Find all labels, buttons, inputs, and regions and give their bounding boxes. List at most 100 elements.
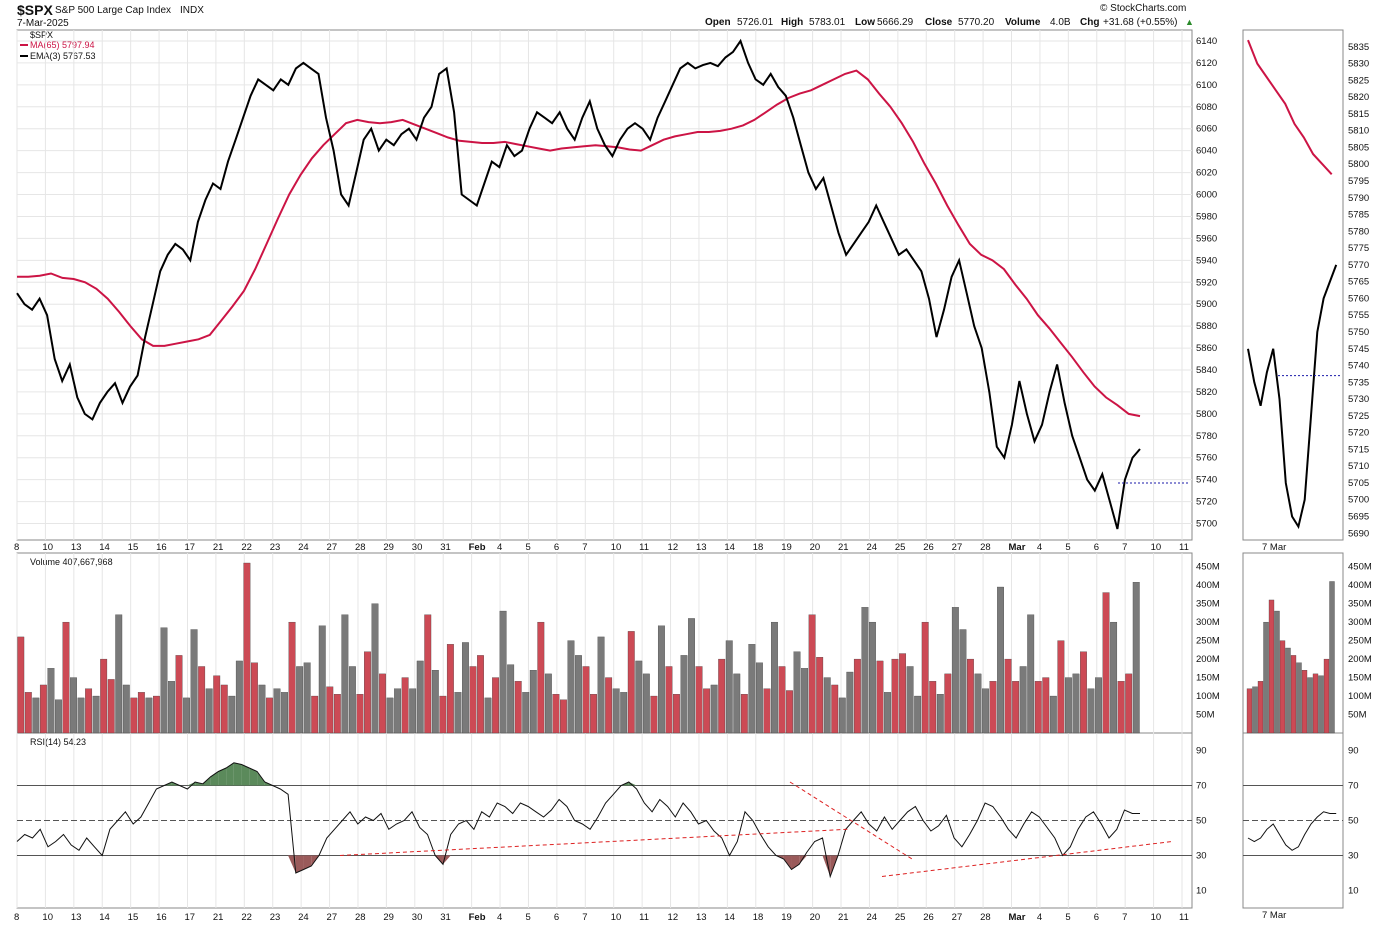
side-volume-tick-label: 100M bbox=[1348, 691, 1372, 702]
volume-bar bbox=[469, 666, 477, 734]
chg-label: Chg bbox=[1080, 17, 1099, 28]
price-tick-label: 6140 bbox=[1196, 36, 1217, 47]
volume-bar bbox=[906, 666, 914, 734]
volume-bar bbox=[416, 660, 424, 734]
volume-bar bbox=[522, 692, 530, 734]
price-tick-label: 5940 bbox=[1196, 255, 1217, 266]
rsi-oversold-fill bbox=[822, 855, 831, 877]
x-tick-label: 27 bbox=[952, 912, 963, 923]
price-tick-label: 6000 bbox=[1196, 190, 1217, 201]
price-tick-label: 5700 bbox=[1196, 519, 1217, 530]
x-tick-label: Mar bbox=[1009, 542, 1026, 553]
volume-bar bbox=[778, 666, 786, 734]
x-tick-label: 21 bbox=[213, 912, 224, 923]
x-tick-label: 13 bbox=[71, 912, 82, 923]
volume-bar bbox=[1027, 614, 1035, 734]
rsi-tick-label: 30 bbox=[1196, 851, 1207, 862]
volume-bar bbox=[130, 697, 138, 734]
volume-bar bbox=[982, 688, 989, 734]
volume-bar bbox=[409, 688, 417, 734]
price-tick-label: 6040 bbox=[1196, 146, 1217, 157]
volume-bar bbox=[718, 658, 726, 734]
x-tick-label: 13 bbox=[71, 542, 82, 553]
x-tick-label: 16 bbox=[156, 912, 167, 923]
chart-date: 7-Mar-2025 bbox=[17, 18, 69, 29]
volume-bar bbox=[499, 610, 507, 734]
x-tick-label: 30 bbox=[412, 542, 423, 553]
x-tick-label: 17 bbox=[184, 542, 195, 553]
legend-symbol: $SPX bbox=[30, 30, 53, 40]
x-tick-label: 18 bbox=[753, 912, 764, 923]
volume-bar bbox=[816, 657, 824, 734]
volume-bar bbox=[552, 694, 560, 734]
volume-bar bbox=[1087, 688, 1095, 734]
side-volume-tick-label: 250M bbox=[1348, 636, 1372, 647]
volume-bar bbox=[612, 688, 620, 734]
x-tick-label: 15 bbox=[128, 542, 139, 553]
rsi-oversold-fill bbox=[295, 855, 304, 873]
side-volume-tick-label: 150M bbox=[1348, 673, 1372, 684]
volume-bar bbox=[1034, 681, 1042, 734]
volume-bar bbox=[145, 697, 153, 734]
x-tick-label: 6 bbox=[1094, 912, 1099, 923]
rsi-tick-label: 10 bbox=[1196, 886, 1207, 897]
side-price-tick-label: 5740 bbox=[1348, 361, 1369, 372]
x-tick-label: 14 bbox=[99, 912, 110, 923]
high-value: 5783.01 bbox=[809, 17, 846, 28]
price-tick-label: 6060 bbox=[1196, 124, 1217, 135]
side-volume-tick-label: 450M bbox=[1348, 562, 1372, 573]
volume-tick-label: 450M bbox=[1196, 562, 1220, 573]
volume-bar bbox=[853, 658, 861, 734]
volume-bar bbox=[944, 673, 952, 734]
volume-bar bbox=[605, 677, 613, 734]
x-tick-label: 6 bbox=[554, 912, 559, 923]
volume-bar bbox=[710, 684, 718, 734]
side-volume-bar bbox=[1257, 681, 1264, 734]
x-tick-label: 11 bbox=[1179, 542, 1189, 553]
brand-label[interactable]: © StockCharts.com bbox=[1100, 3, 1186, 14]
side-price-tick-label: 5755 bbox=[1348, 310, 1369, 321]
x-tick-label: 31 bbox=[440, 912, 451, 923]
volume-tick-label: 300M bbox=[1196, 617, 1220, 628]
volume-bar bbox=[115, 614, 123, 734]
volume-bar bbox=[1012, 681, 1020, 734]
rsi-tick-label: 50 bbox=[1196, 816, 1207, 827]
side-price-tick-label: 5690 bbox=[1348, 528, 1369, 539]
volume-bar bbox=[1057, 640, 1065, 734]
side-rsi-tick-label: 50 bbox=[1348, 816, 1359, 827]
high-label: High bbox=[781, 17, 803, 28]
volume-bar bbox=[1049, 695, 1057, 734]
volume-bar bbox=[590, 694, 597, 734]
volume-bar bbox=[183, 697, 190, 734]
volume-bar bbox=[869, 621, 876, 734]
side-price-tick-label: 5820 bbox=[1348, 92, 1369, 103]
side-volume-tick-label: 400M bbox=[1348, 580, 1372, 591]
symbol-title: $SPX bbox=[17, 2, 53, 18]
side-price-tick-label: 5715 bbox=[1348, 444, 1369, 455]
volume-bar bbox=[529, 670, 537, 734]
volume-bar bbox=[1042, 677, 1050, 734]
volume-bar bbox=[786, 690, 793, 734]
volume-bar bbox=[348, 666, 356, 734]
volume-bar bbox=[318, 625, 326, 734]
rsi-tick-label: 90 bbox=[1196, 746, 1207, 757]
volume-bar bbox=[77, 697, 85, 734]
chg-value: +31.68 (+0.55%) bbox=[1103, 17, 1178, 28]
volume-label: Volume bbox=[1005, 17, 1041, 28]
volume-bar bbox=[793, 651, 801, 734]
symbol-name: S&P 500 Large Cap Index bbox=[55, 5, 171, 16]
ohlc-readout: Open 5726.01 High 5783.01 Low 5666.29 Cl… bbox=[705, 17, 1194, 28]
x-tick-label: 25 bbox=[895, 912, 906, 923]
low-label: Low bbox=[855, 17, 875, 28]
volume-bar bbox=[567, 640, 575, 734]
volume-bar bbox=[1072, 673, 1080, 734]
rsi-overbought-fill bbox=[218, 768, 227, 786]
x-tick-label: 30 bbox=[412, 912, 423, 923]
x-tick-label: 28 bbox=[355, 912, 366, 923]
rsi-trendline bbox=[339, 828, 849, 856]
x-tick-label: 22 bbox=[241, 542, 252, 553]
x-tick-label: 10 bbox=[611, 912, 622, 923]
rsi-oversold-fill bbox=[303, 855, 312, 870]
price-tick-label: 5900 bbox=[1196, 299, 1217, 310]
price-tick-label: 5920 bbox=[1196, 277, 1217, 288]
